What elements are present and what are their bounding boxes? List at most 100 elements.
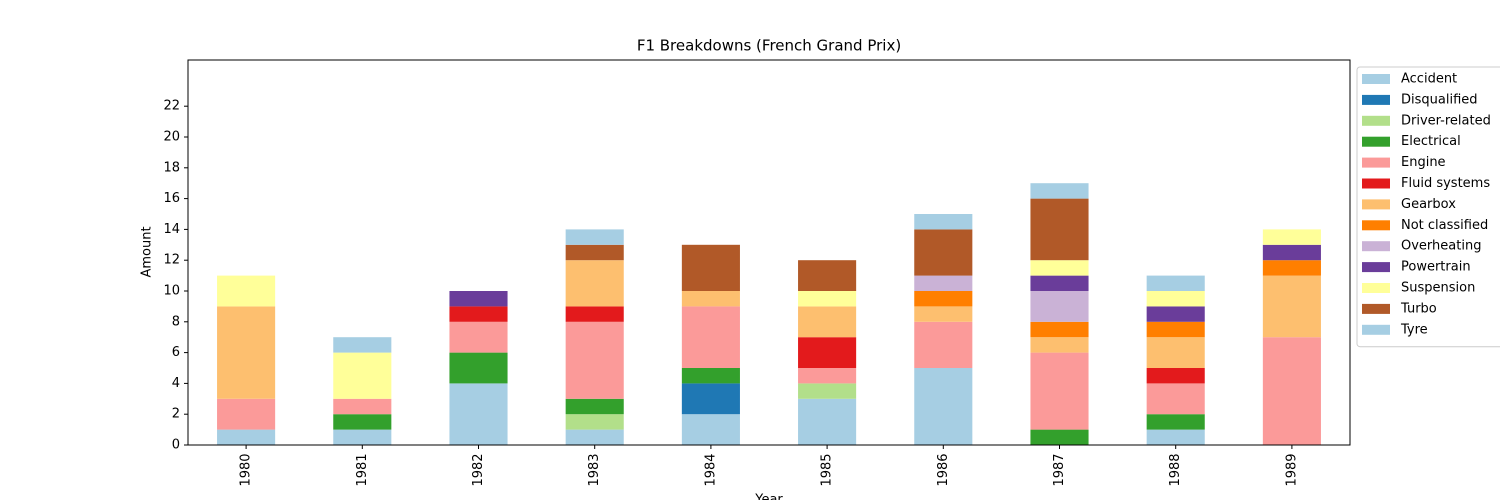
bar-segment: [1030, 337, 1089, 353]
y-tick-label: 0: [172, 438, 180, 453]
bar-segment: [914, 368, 973, 445]
legend-swatch: [1362, 74, 1390, 84]
bar-segment: [1146, 291, 1205, 307]
bar-segment: [798, 337, 857, 368]
bar-segment: [1146, 275, 1205, 291]
bar-segment: [449, 321, 508, 353]
legend-swatch: [1362, 324, 1390, 335]
x-tick-label: 1983: [587, 453, 602, 486]
legend-label: Accident: [1401, 72, 1457, 87]
bar-segment: [681, 368, 740, 384]
legend-swatch: [1362, 241, 1390, 252]
legend-label: Not classified: [1401, 218, 1488, 233]
bar-segment: [333, 429, 392, 445]
bar-segment: [914, 321, 973, 368]
bar-segment: [333, 352, 392, 399]
bar-segment: [1262, 275, 1321, 338]
bar-segment: [217, 398, 276, 430]
legend-box: [1356, 66, 1500, 348]
x-tick-label: 1984: [703, 453, 718, 486]
bar-segment: [565, 398, 624, 415]
bar-segment: [798, 306, 857, 338]
bar-segment: [1030, 291, 1089, 322]
legend-label: Gearbox: [1401, 197, 1456, 212]
bar-segment: [681, 383, 740, 415]
bar-segment: [1146, 321, 1205, 338]
bar-segment: [1262, 229, 1321, 245]
bar-segment: [1030, 260, 1089, 276]
bar-segment: [1262, 260, 1321, 276]
bar-segment: [914, 229, 973, 276]
bar-segment: [1030, 183, 1089, 199]
y-tick-label: 10: [163, 284, 180, 299]
bar-segment: [449, 291, 508, 307]
bar-segment: [1146, 383, 1205, 415]
x-tick-label: 1982: [471, 453, 486, 486]
y-tick-label: 8: [172, 314, 180, 329]
bar-segment: [681, 306, 740, 368]
bar-segment: [1146, 414, 1205, 430]
legend-swatch: [1362, 157, 1390, 168]
bar-segment: [565, 260, 624, 307]
bar-segment: [217, 429, 276, 445]
y-tick-label: 12: [163, 253, 180, 268]
y-tick-label: 2: [172, 407, 180, 422]
bar-segment: [798, 383, 857, 399]
y-tick-label: 20: [163, 130, 180, 145]
legend-swatch: [1362, 115, 1390, 126]
bar-segment: [449, 352, 508, 384]
y-tick-label: 14: [163, 222, 180, 237]
bar-segment: [449, 306, 508, 322]
legend-label: Electrical: [1401, 134, 1461, 149]
legend-label: Engine: [1401, 155, 1446, 170]
bar-segment: [1262, 337, 1321, 445]
bar-segment: [914, 214, 973, 230]
legend-swatch: [1362, 220, 1390, 231]
y-tick-label: 16: [163, 191, 180, 206]
bar-segment: [681, 244, 740, 291]
bar-segment: [1146, 337, 1205, 368]
legend-label: Powertrain: [1401, 260, 1471, 275]
legend-swatch: [1362, 303, 1390, 314]
legend-label: Driver-related: [1401, 113, 1491, 128]
legend-swatch: [1362, 262, 1390, 273]
bar-segment: [798, 368, 857, 384]
y-tick-label: 22: [163, 99, 180, 114]
bar-segment: [217, 275, 276, 307]
bar-segment: [798, 260, 857, 291]
y-tick-label: 4: [172, 376, 180, 391]
bar-segment: [565, 429, 624, 445]
x-tick-label: 1981: [355, 453, 370, 486]
legend-swatch: [1362, 94, 1390, 105]
bar-segment: [333, 337, 392, 353]
bar-segment: [1030, 198, 1089, 261]
legend-label: Turbo: [1400, 301, 1437, 316]
legend-swatch: [1362, 178, 1390, 189]
bar-segment: [1030, 429, 1089, 445]
legend-swatch: [1362, 136, 1390, 147]
bar-segment: [1030, 321, 1089, 338]
chart-title: F1 Breakdowns (French Grand Prix): [637, 37, 901, 55]
bar-segment: [914, 291, 973, 307]
bar-segment: [1262, 244, 1321, 261]
bar-segment: [217, 306, 276, 399]
bar-segment: [565, 229, 624, 245]
bar-segment: [449, 383, 508, 445]
y-tick-label: 18: [163, 160, 180, 175]
bar-segment: [1146, 368, 1205, 384]
bar-segment: [565, 244, 624, 261]
x-tick-label: 1980: [239, 453, 254, 486]
bar-segment: [1146, 429, 1205, 445]
bar-segment: [798, 291, 857, 307]
bar-segment: [798, 398, 857, 445]
legend-label: Fluid systems: [1401, 176, 1490, 191]
legend-label: Tyre: [1400, 322, 1428, 337]
plot-frame: [187, 59, 1351, 446]
bar-segment: [565, 321, 624, 399]
bar-segment: [565, 414, 624, 430]
bar-segment: [914, 306, 973, 322]
y-axis-label: Amount: [140, 226, 155, 277]
x-tick-label: 1986: [936, 453, 951, 486]
legend-label: Disqualified: [1401, 92, 1478, 107]
